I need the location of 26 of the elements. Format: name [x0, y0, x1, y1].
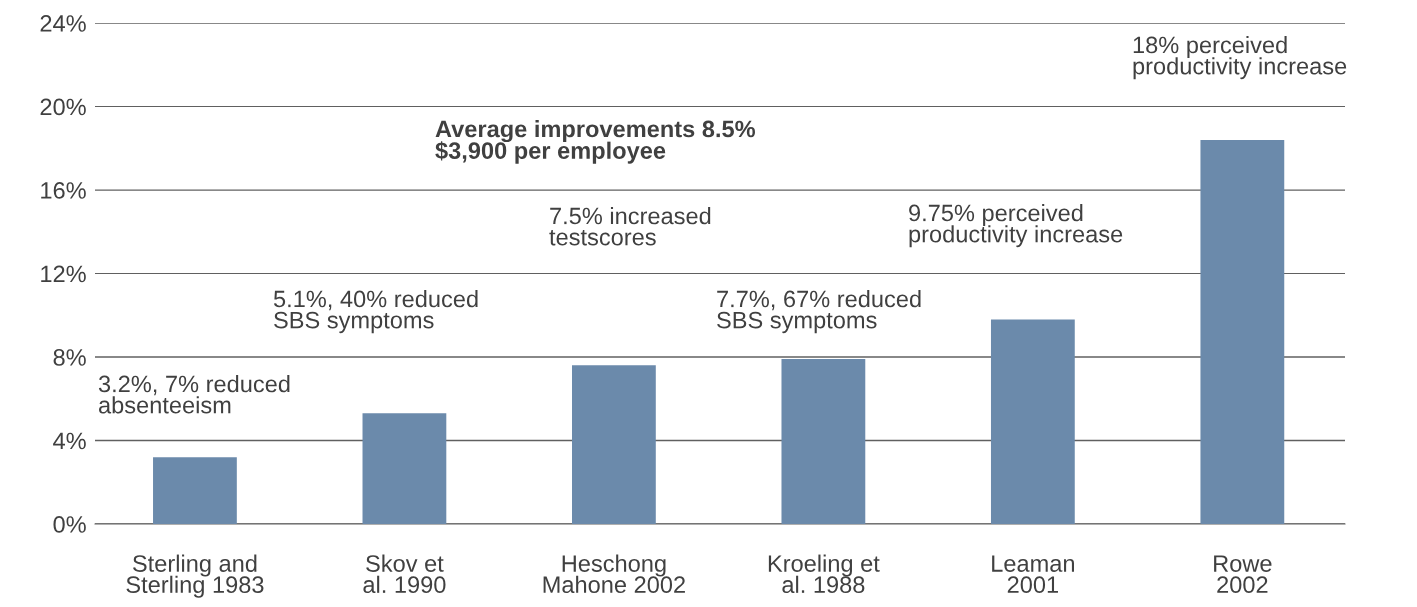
- x-tick-label: Leaman 2001: [992, 555, 1074, 594]
- bar: [362, 413, 447, 524]
- y-tick-label: 0%: [53, 516, 86, 533]
- annotation: 3.2%, 7% reduced absenteeism: [98, 375, 290, 414]
- x-tick-label: Heschong Mahone 2002: [543, 554, 685, 594]
- x-tick-label: Skov et al. 1990: [363, 554, 446, 594]
- annotation: 18% perceived productivity increase: [1133, 36, 1347, 80]
- annotation: 7.7%, 67% reduced SBS symptoms: [717, 290, 921, 334]
- bar: [153, 457, 237, 524]
- y-tick-label: 12%: [41, 265, 86, 283]
- y-tick-label: 24%: [40, 15, 86, 32]
- annotation: 9.75% perceived productivity increase: [909, 204, 1123, 248]
- bar: [781, 359, 866, 524]
- bar: [990, 319, 1075, 524]
- annotation: Average improvements 8.5% $3,900 per employee: [435, 120, 756, 164]
- x-tick-label: Kroeling et al. 1988: [768, 554, 880, 594]
- annotation: 7.5% increased testscores: [549, 207, 711, 246]
- bar: [572, 365, 656, 524]
- y-tick-label: 16%: [41, 182, 86, 199]
- y-tick-label: 4%: [53, 432, 86, 450]
- x-tick-label: Rowe 2002: [1214, 555, 1272, 594]
- x-tick-label: Sterling and Sterling 1983: [126, 554, 264, 598]
- bar: [1200, 139, 1285, 524]
- annotation: 5.1%, 40% reduced SBS symptoms: [273, 290, 478, 334]
- y-tick-label: 8%: [53, 349, 86, 366]
- y-tick-label: 20%: [40, 98, 86, 116]
